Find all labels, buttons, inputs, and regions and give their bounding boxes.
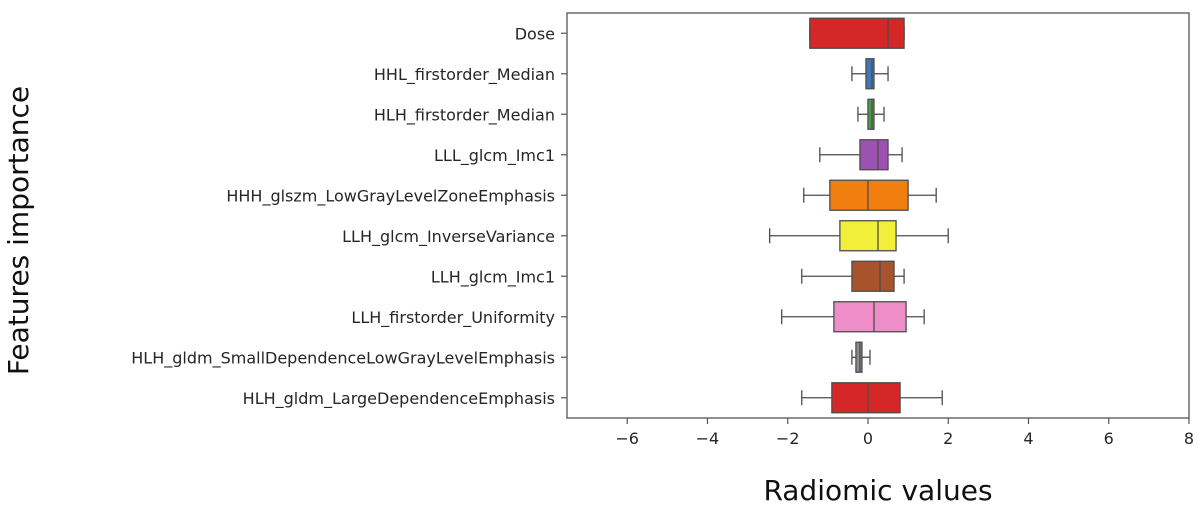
x-tick-label: 8	[1184, 429, 1194, 448]
box-8	[781, 301, 925, 333]
y-category-labels: Dose HHL_firstorder_Median HLH_firstorder_…	[131, 24, 567, 409]
y-category-label: HHL_firstorder_Median	[374, 65, 555, 85]
x-tick-label: 0	[863, 429, 873, 448]
x-tick-label: −6	[615, 429, 639, 448]
y-category-label: LLH_firstorder_Uniformity	[351, 308, 555, 328]
y-category-label: HLH_gldm_SmallDependenceLowGrayLevelEmph…	[131, 348, 555, 368]
x-tick-label: 6	[1104, 429, 1114, 448]
box-4	[819, 139, 903, 171]
box-iqr	[829, 179, 909, 211]
box-iqr	[867, 98, 875, 130]
y-category-label: HHH_glszm_LowGrayLevelZoneEmphasis	[226, 186, 555, 206]
box-iqr	[831, 382, 901, 414]
box-6	[769, 220, 949, 252]
y-axis-title: Features importance	[2, 86, 35, 375]
box-iqr	[851, 260, 895, 292]
x-tick-label: 4	[1023, 429, 1033, 448]
y-category-label: HLH_gldm_LargeDependenceEmphasis	[243, 389, 555, 409]
box-10	[801, 382, 943, 414]
box-iqr	[855, 341, 863, 373]
plot-frame	[566, 12, 1190, 419]
x-axis-title: Radiomic values	[763, 474, 992, 507]
box-9	[851, 341, 871, 373]
y-category-label: LLL_glcm_Imc1	[434, 146, 555, 166]
box-iqr	[833, 301, 907, 333]
x-tick-label: 2	[943, 429, 953, 448]
x-ticks: −6 −4 −2 0 2 4 6 8	[615, 418, 1194, 448]
boxes-layer	[769, 17, 949, 414]
y-category-label: LLH_glcm_Imc1	[431, 267, 555, 287]
y-category-label: Dose	[515, 24, 555, 43]
box-iqr	[859, 139, 889, 171]
box-iqr	[839, 220, 897, 252]
box-iqr	[865, 58, 875, 90]
x-tick-label: −2	[776, 429, 800, 448]
box-5	[803, 179, 937, 211]
y-category-label: LLH_glcm_InverseVariance	[342, 227, 555, 247]
box-3	[857, 98, 885, 130]
x-tick-label: −4	[696, 429, 720, 448]
box-1	[809, 17, 905, 49]
box-iqr	[809, 17, 905, 49]
box-2	[851, 58, 889, 90]
box-7	[801, 260, 905, 292]
y-category-label: HLH_firstorder_Median	[374, 105, 555, 125]
